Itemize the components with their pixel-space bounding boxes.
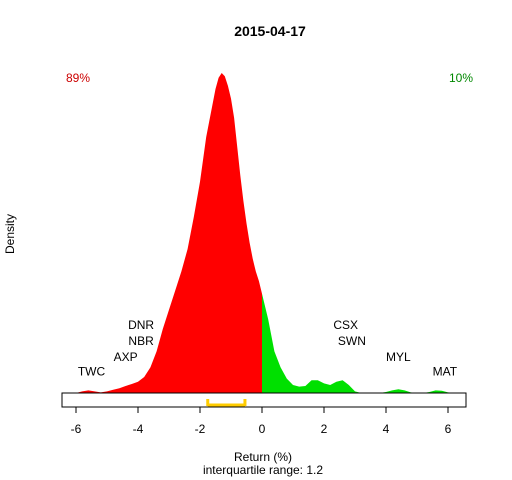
chart-subtitle: interquartile range: 1.2 bbox=[203, 463, 323, 477]
stock-label: SWN bbox=[338, 334, 366, 348]
stock-label: TWC bbox=[78, 364, 106, 378]
x-tick-label: -4 bbox=[133, 422, 144, 436]
stock-label: NBR bbox=[128, 334, 154, 348]
plot-area: -6 -4 -2 0 2 4 6 TWC AXP NBR DNR CSX SWN MYL MAT bbox=[61, 73, 467, 436]
x-tick-label: -6 bbox=[71, 422, 82, 436]
left-percent-label: 89% bbox=[66, 71, 90, 85]
stock-label: DNR bbox=[128, 318, 154, 332]
negative-density-area bbox=[76, 73, 262, 393]
right-percent-label: 10% bbox=[449, 71, 473, 85]
x-tick-label: 2 bbox=[321, 422, 328, 436]
stock-label: MYL bbox=[386, 350, 411, 364]
positive-density-area bbox=[262, 293, 461, 393]
stock-label: MAT bbox=[433, 364, 458, 378]
x-tick-label: 4 bbox=[383, 422, 390, 436]
y-axis-label: Density bbox=[3, 214, 17, 254]
x-axis-label: Return (%) bbox=[234, 450, 292, 464]
stock-label: AXP bbox=[114, 350, 138, 364]
chart-title: 2015-04-17 bbox=[234, 23, 306, 39]
x-tick-label: 0 bbox=[259, 422, 266, 436]
x-tick-label: -2 bbox=[195, 422, 206, 436]
plot-frame bbox=[61, 392, 467, 408]
x-tick-label: 6 bbox=[445, 422, 452, 436]
stock-label: CSX bbox=[333, 318, 358, 332]
